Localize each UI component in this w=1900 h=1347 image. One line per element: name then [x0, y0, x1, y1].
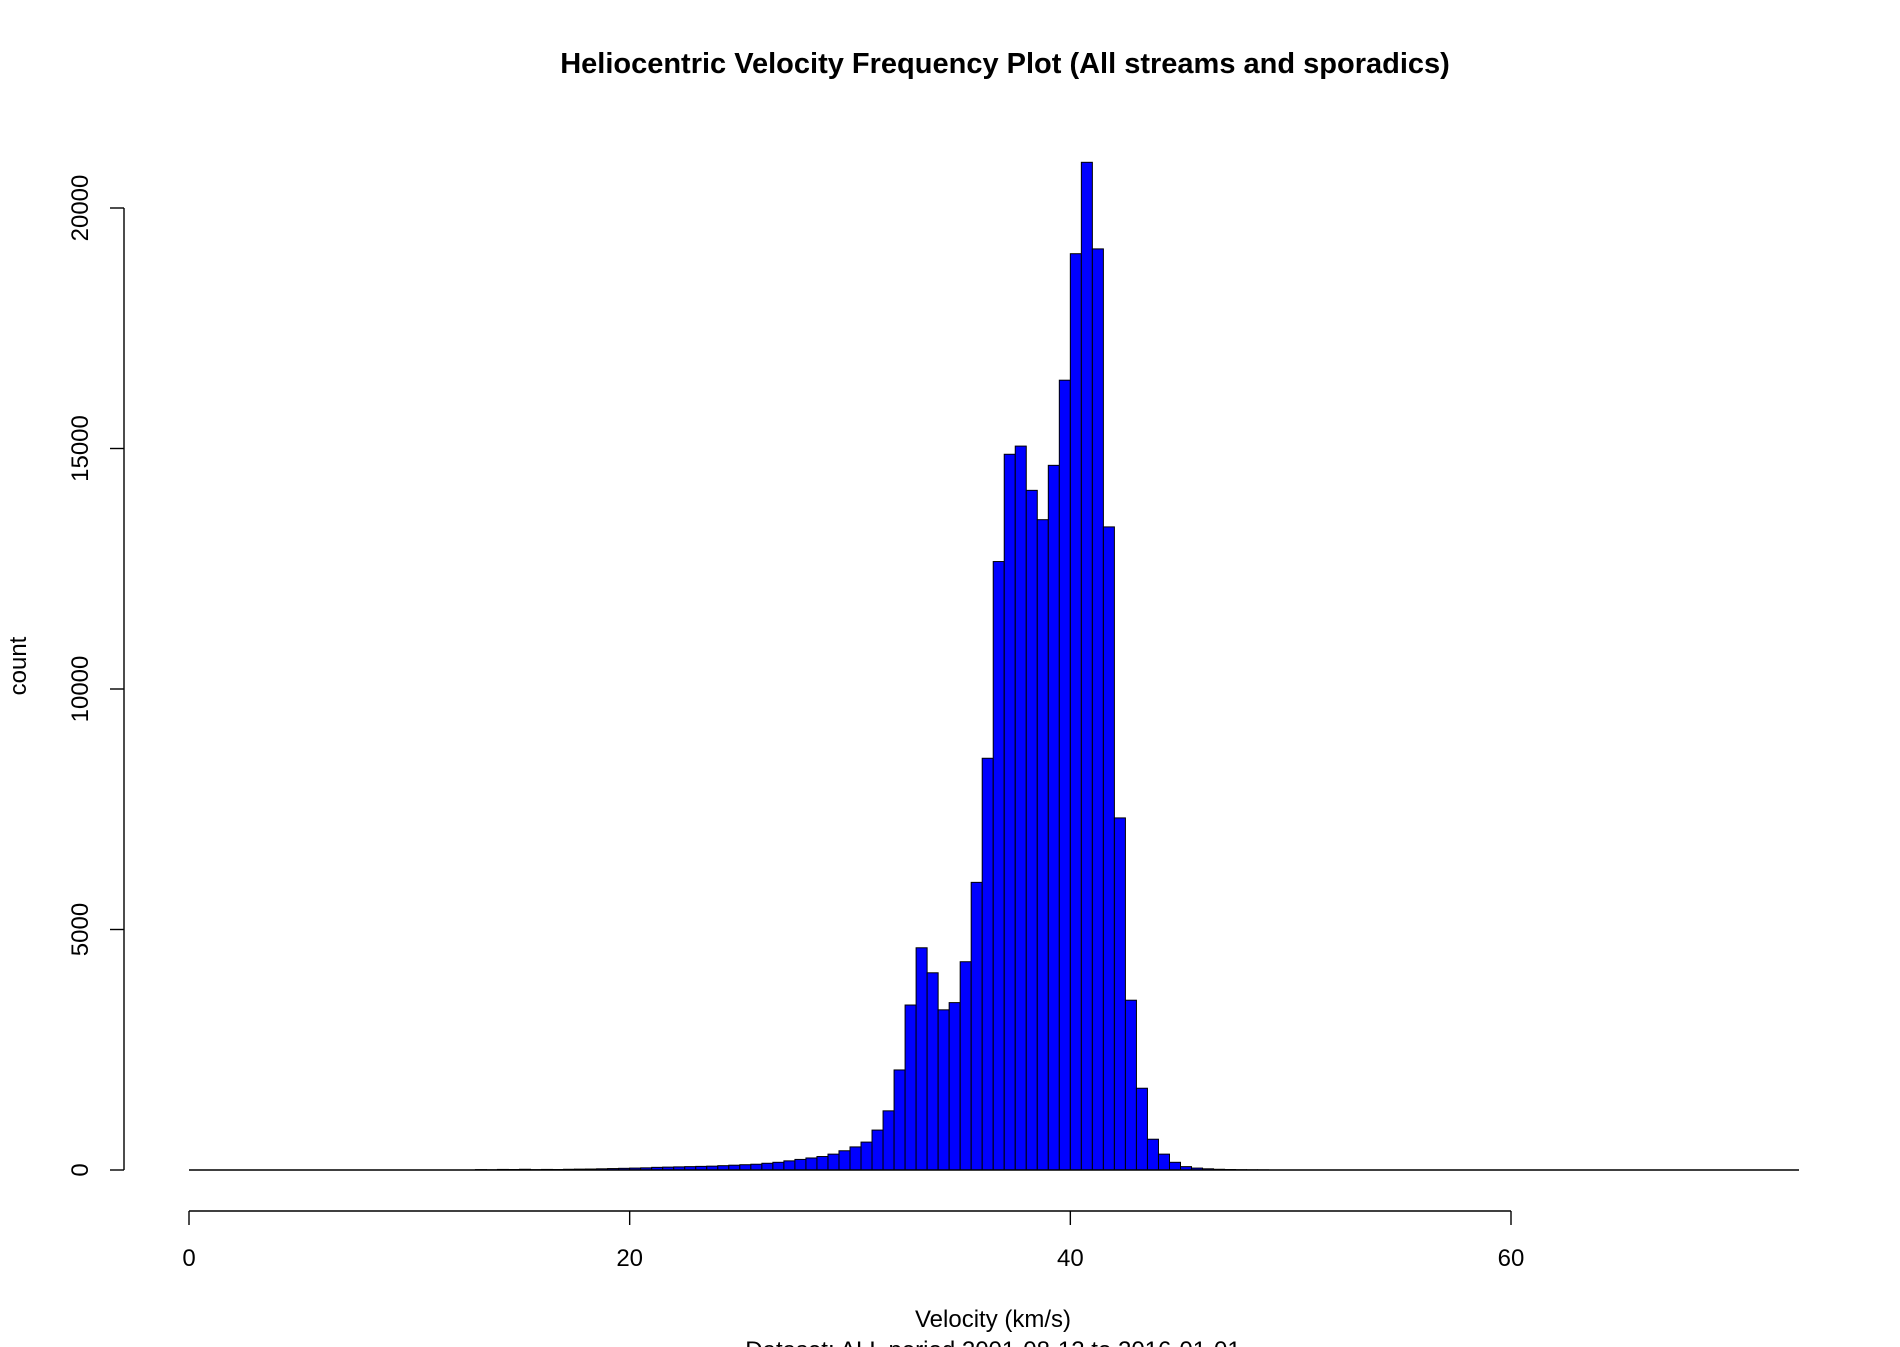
histogram-bar	[838, 1150, 851, 1171]
histogram-bar	[882, 1110, 895, 1171]
y-tick-label: 10000	[67, 656, 94, 723]
histogram-bar	[761, 1162, 774, 1171]
histogram-bar	[728, 1164, 741, 1171]
histogram-bar	[816, 1156, 829, 1171]
x-tick-label: 60	[1498, 1245, 1525, 1272]
y-tick-label: 15000	[67, 415, 94, 482]
histogram-bar	[1157, 1153, 1170, 1171]
chart-title: Heliocentric Velocity Frequency Plot (Al…	[560, 48, 1450, 80]
histogram-bar	[871, 1129, 884, 1171]
histogram-bar	[970, 881, 983, 1171]
histogram-bar	[794, 1158, 807, 1171]
y-tick-label: 0	[67, 1163, 94, 1176]
histogram-bar	[1135, 1087, 1148, 1171]
histogram-bar	[772, 1161, 785, 1171]
histogram-bar	[827, 1153, 840, 1171]
histogram-bar	[1036, 519, 1049, 1171]
histogram-bar	[1168, 1161, 1181, 1171]
histogram-bar	[937, 1009, 950, 1171]
histogram-bar	[1113, 817, 1126, 1171]
histogram-bar	[1047, 464, 1060, 1171]
histogram-bar	[915, 947, 928, 1171]
y-axis-label: count	[5, 636, 32, 695]
histogram-bar	[1069, 253, 1082, 1171]
histogram-bar	[893, 1069, 906, 1171]
histogram-bar	[948, 1002, 961, 1171]
y-tick-label: 5000	[67, 903, 94, 956]
histogram-bar	[904, 1004, 917, 1171]
histogram-bar	[1091, 248, 1104, 1171]
histogram-bar	[1146, 1138, 1159, 1171]
histogram-bar	[1003, 453, 1016, 1171]
histogram-bars	[474, 161, 1270, 1171]
x-axis: 0 20 40 60	[182, 1210, 1525, 1272]
histogram-bar	[926, 972, 939, 1171]
histogram-bar	[750, 1163, 763, 1171]
x-tick-label: 0	[182, 1245, 195, 1272]
histogram-bar	[849, 1146, 862, 1171]
y-axis: 0 5000 10000 15000 20000	[67, 175, 125, 1177]
x-tick-label: 20	[616, 1245, 643, 1272]
histogram-bar	[739, 1164, 752, 1171]
histogram-bar	[1025, 489, 1038, 1171]
histogram-bar	[1102, 526, 1115, 1171]
y-tick-label: 20000	[67, 175, 94, 242]
histogram-bar	[860, 1141, 873, 1171]
histogram-bar	[959, 961, 972, 1171]
histogram-bar	[1124, 999, 1137, 1171]
histogram-bar	[1080, 161, 1093, 1171]
histogram-bar	[981, 757, 994, 1171]
histogram-bar	[783, 1160, 796, 1171]
chart-subtitle: Dataset: ALL period 2001-08-12 to 2016-0…	[745, 1337, 1240, 1347]
histogram-bar	[805, 1157, 818, 1171]
x-tick-label: 40	[1057, 1245, 1084, 1272]
histogram-bar	[1058, 379, 1071, 1171]
x-axis-label: Velocity (km/s)	[915, 1306, 1071, 1333]
histogram-bar	[992, 561, 1005, 1171]
histogram-bar	[1014, 445, 1027, 1171]
